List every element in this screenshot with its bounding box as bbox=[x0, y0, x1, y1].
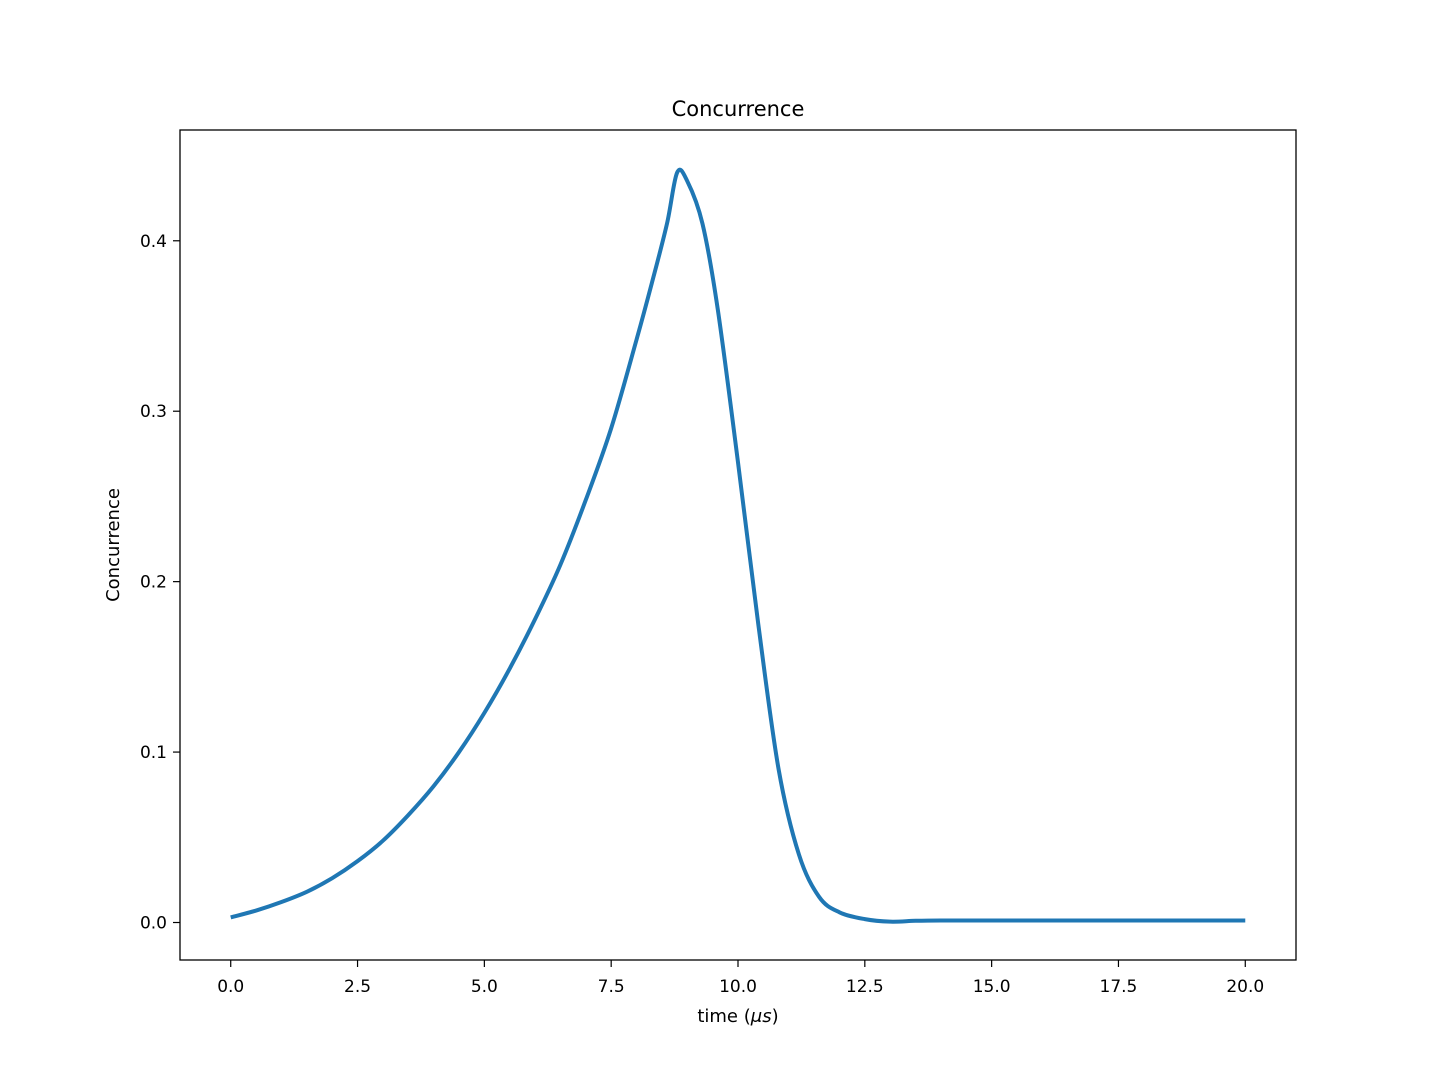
x-axis-label-unit: μs bbox=[750, 1006, 772, 1027]
y-tick-label: 0.2 bbox=[140, 573, 167, 593]
x-tick-label: 0.0 bbox=[217, 977, 244, 997]
x-tick-label: 20.0 bbox=[1226, 977, 1264, 997]
x-tick-label: 10.0 bbox=[719, 977, 757, 997]
x-axis-label: time (μs) bbox=[697, 1006, 778, 1027]
series-line bbox=[230, 167, 1246, 924]
plot-area bbox=[230, 167, 1246, 924]
x-tick-label: 7.5 bbox=[598, 977, 625, 997]
x-tick-label: 15.0 bbox=[973, 977, 1011, 997]
x-tick-label: 12.5 bbox=[846, 977, 884, 997]
y-tick-label: 0.1 bbox=[140, 743, 167, 763]
y-axis: 0.0 0.1 0.2 0.3 0.4 bbox=[140, 232, 180, 934]
x-axis-label-prefix: time ( bbox=[697, 1006, 750, 1027]
x-axis: 0.0 2.5 5.0 7.5 10.0 12.5 15.0 17.5 20.0 bbox=[217, 960, 1264, 997]
y-tick-label: 0.4 bbox=[140, 232, 167, 252]
y-tick-label: 0.0 bbox=[140, 914, 167, 934]
chart-title: Concurrence bbox=[672, 97, 805, 121]
x-axis-label-suffix: ) bbox=[772, 1006, 779, 1027]
y-tick-label: 0.3 bbox=[140, 402, 167, 422]
x-tick-label: 5.0 bbox=[471, 977, 498, 997]
y-axis-label: Concurrence bbox=[103, 488, 124, 602]
x-tick-label: 17.5 bbox=[1100, 977, 1138, 997]
x-tick-label: 2.5 bbox=[344, 977, 371, 997]
